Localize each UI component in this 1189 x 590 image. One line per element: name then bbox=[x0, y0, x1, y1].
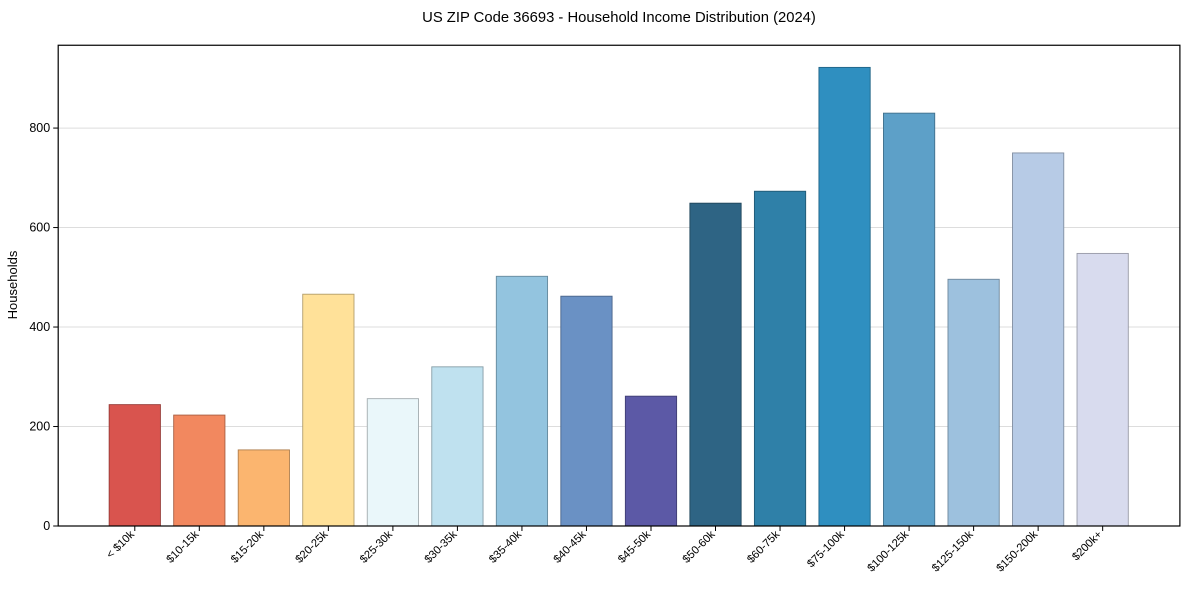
svg-text:$50-60k: $50-60k bbox=[681, 528, 718, 565]
svg-text:0: 0 bbox=[43, 519, 50, 533]
svg-text:$200k+: $200k+ bbox=[1070, 529, 1105, 564]
svg-text:$25-30k: $25-30k bbox=[358, 528, 395, 565]
svg-text:$15-20k: $15-20k bbox=[229, 528, 266, 565]
svg-text:800: 800 bbox=[29, 121, 50, 135]
svg-text:$30-35k: $30-35k bbox=[422, 528, 459, 565]
svg-text:< $10k: < $10k bbox=[104, 528, 137, 561]
svg-text:$10-15k: $10-15k bbox=[164, 528, 201, 565]
svg-text:$45-50k: $45-50k bbox=[616, 528, 653, 565]
svg-text:600: 600 bbox=[29, 221, 50, 235]
svg-text:$100-125k: $100-125k bbox=[865, 528, 911, 574]
svg-text:$150-200k: $150-200k bbox=[994, 528, 1040, 574]
svg-text:$125-150k: $125-150k bbox=[930, 528, 976, 574]
svg-text:$35-40k: $35-40k bbox=[487, 528, 524, 565]
svg-text:$40-45k: $40-45k bbox=[552, 528, 589, 565]
svg-text:200: 200 bbox=[29, 420, 50, 434]
svg-text:$60-75k: $60-75k bbox=[745, 528, 782, 565]
svg-text:$75-100k: $75-100k bbox=[805, 528, 847, 570]
svg-text:Households: Households bbox=[5, 250, 20, 319]
svg-text:$20-25k: $20-25k bbox=[293, 528, 330, 565]
svg-text:400: 400 bbox=[29, 320, 50, 334]
svg-text:US ZIP Code 36693 - Household: US ZIP Code 36693 - Household Income Dis… bbox=[422, 10, 816, 26]
